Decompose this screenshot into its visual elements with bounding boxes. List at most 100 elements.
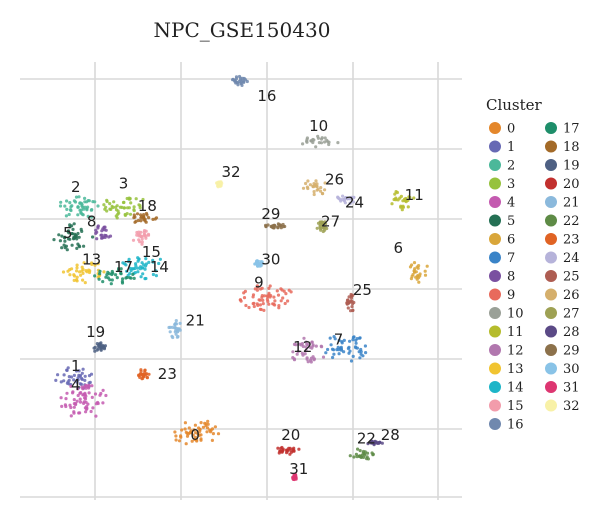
point xyxy=(417,264,421,268)
point xyxy=(177,439,182,443)
point xyxy=(179,434,183,438)
point xyxy=(95,342,99,346)
point xyxy=(272,223,276,227)
point xyxy=(89,215,94,219)
cluster-label-0: 0 xyxy=(190,426,200,444)
point xyxy=(137,203,141,207)
point xyxy=(147,372,151,376)
point xyxy=(137,257,141,261)
point xyxy=(136,266,140,270)
point xyxy=(131,238,136,242)
point xyxy=(98,342,102,346)
point xyxy=(63,235,67,239)
point xyxy=(65,391,69,395)
point xyxy=(68,201,72,205)
point xyxy=(115,216,119,220)
point xyxy=(285,451,289,455)
point xyxy=(302,336,306,340)
cluster-label-12: 12 xyxy=(293,338,312,356)
point xyxy=(261,302,265,306)
point xyxy=(323,136,327,140)
point xyxy=(93,392,98,396)
point xyxy=(102,270,106,274)
point xyxy=(154,216,159,220)
point xyxy=(371,453,375,457)
legend-swatch xyxy=(545,251,557,264)
legend-label: 20 xyxy=(563,177,580,192)
cluster-label-4: 4 xyxy=(71,376,81,394)
point xyxy=(98,269,102,273)
point xyxy=(86,214,90,218)
point xyxy=(85,208,89,212)
legend-label: 25 xyxy=(563,270,580,285)
legend-swatch xyxy=(545,288,557,301)
point xyxy=(132,216,136,220)
point xyxy=(319,137,324,141)
point xyxy=(312,192,316,197)
point xyxy=(65,381,69,385)
point xyxy=(231,78,235,82)
point xyxy=(63,239,67,243)
point xyxy=(59,396,63,400)
legend-swatch xyxy=(489,159,501,171)
legend-label: 26 xyxy=(563,288,580,303)
legend-item-25: 25 xyxy=(545,270,580,285)
cluster-3-points xyxy=(102,196,145,220)
legend-label: 5 xyxy=(507,214,515,229)
point xyxy=(300,351,304,355)
point xyxy=(343,201,347,205)
point xyxy=(336,196,340,200)
point xyxy=(151,272,155,277)
point xyxy=(309,360,313,364)
point xyxy=(137,230,141,234)
legend-item-8: 8 xyxy=(489,270,515,285)
point xyxy=(258,298,262,302)
point xyxy=(70,267,74,271)
legend-item-5: 5 xyxy=(489,214,515,229)
point xyxy=(151,258,155,262)
legend-swatch xyxy=(545,140,557,153)
point xyxy=(132,276,136,280)
point xyxy=(180,428,184,432)
point xyxy=(72,405,76,409)
point xyxy=(199,433,203,437)
point xyxy=(198,429,202,433)
legend-label: 3 xyxy=(507,177,515,192)
point xyxy=(289,290,293,294)
point xyxy=(126,259,131,264)
point xyxy=(352,335,356,339)
point xyxy=(312,138,316,142)
point xyxy=(94,414,98,418)
point xyxy=(283,224,287,229)
point xyxy=(201,425,205,429)
point xyxy=(267,286,271,290)
point xyxy=(100,236,104,240)
point xyxy=(173,430,177,434)
legend-swatch xyxy=(545,214,557,227)
legend-label: 16 xyxy=(507,418,524,433)
point xyxy=(317,141,321,145)
point xyxy=(185,434,190,438)
point xyxy=(330,347,335,351)
point xyxy=(62,373,66,377)
point xyxy=(76,231,80,236)
cluster-label-25: 25 xyxy=(353,281,372,299)
point xyxy=(208,428,212,432)
point xyxy=(264,223,268,227)
point xyxy=(95,237,99,241)
point xyxy=(72,274,77,278)
point xyxy=(206,419,210,423)
point xyxy=(97,345,101,349)
point xyxy=(321,229,325,234)
point xyxy=(241,76,245,80)
point xyxy=(288,452,292,456)
point xyxy=(89,409,93,414)
point xyxy=(125,212,129,216)
point xyxy=(114,273,118,277)
cluster-22-points xyxy=(348,447,375,461)
point xyxy=(240,79,244,83)
point xyxy=(80,203,84,207)
point xyxy=(340,341,344,345)
point xyxy=(296,349,300,354)
point xyxy=(262,308,266,312)
